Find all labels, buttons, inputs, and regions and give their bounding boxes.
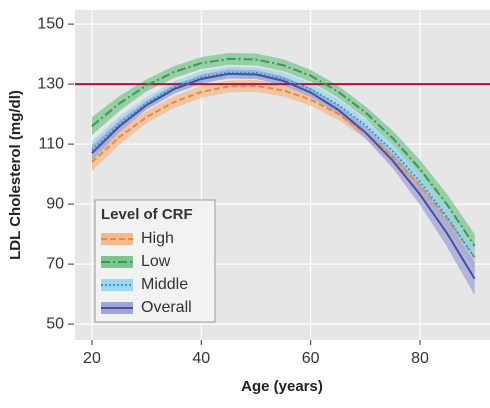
y-tick-label: 70 (46, 255, 64, 272)
x-tick-label: 80 (411, 350, 429, 367)
series-line (91, 84, 476, 259)
series-line (91, 72, 476, 280)
legend-label: Overall (141, 299, 192, 316)
x-tick-label: 20 (83, 350, 101, 367)
legend-label: Middle (141, 276, 188, 293)
series-line (91, 57, 476, 247)
y-tick-label: 50 (46, 315, 64, 332)
legend-title: Level of CRF (101, 206, 193, 223)
legend-label: High (141, 230, 174, 247)
y-tick-label: 90 (46, 195, 64, 212)
legend-band (101, 256, 133, 268)
legend-label: Low (141, 253, 171, 270)
y-tick-label: 130 (37, 75, 64, 92)
legend-band (101, 233, 133, 245)
y-tick-label: 150 (37, 15, 64, 32)
x-tick-label: 40 (192, 350, 210, 367)
x-tick-label: 60 (302, 350, 320, 367)
y-tick-label: 110 (38, 135, 64, 152)
y-axis-title: LDL Cholesterol (mg/dl) (7, 90, 24, 260)
x-axis-title: Age (years) (241, 378, 323, 395)
